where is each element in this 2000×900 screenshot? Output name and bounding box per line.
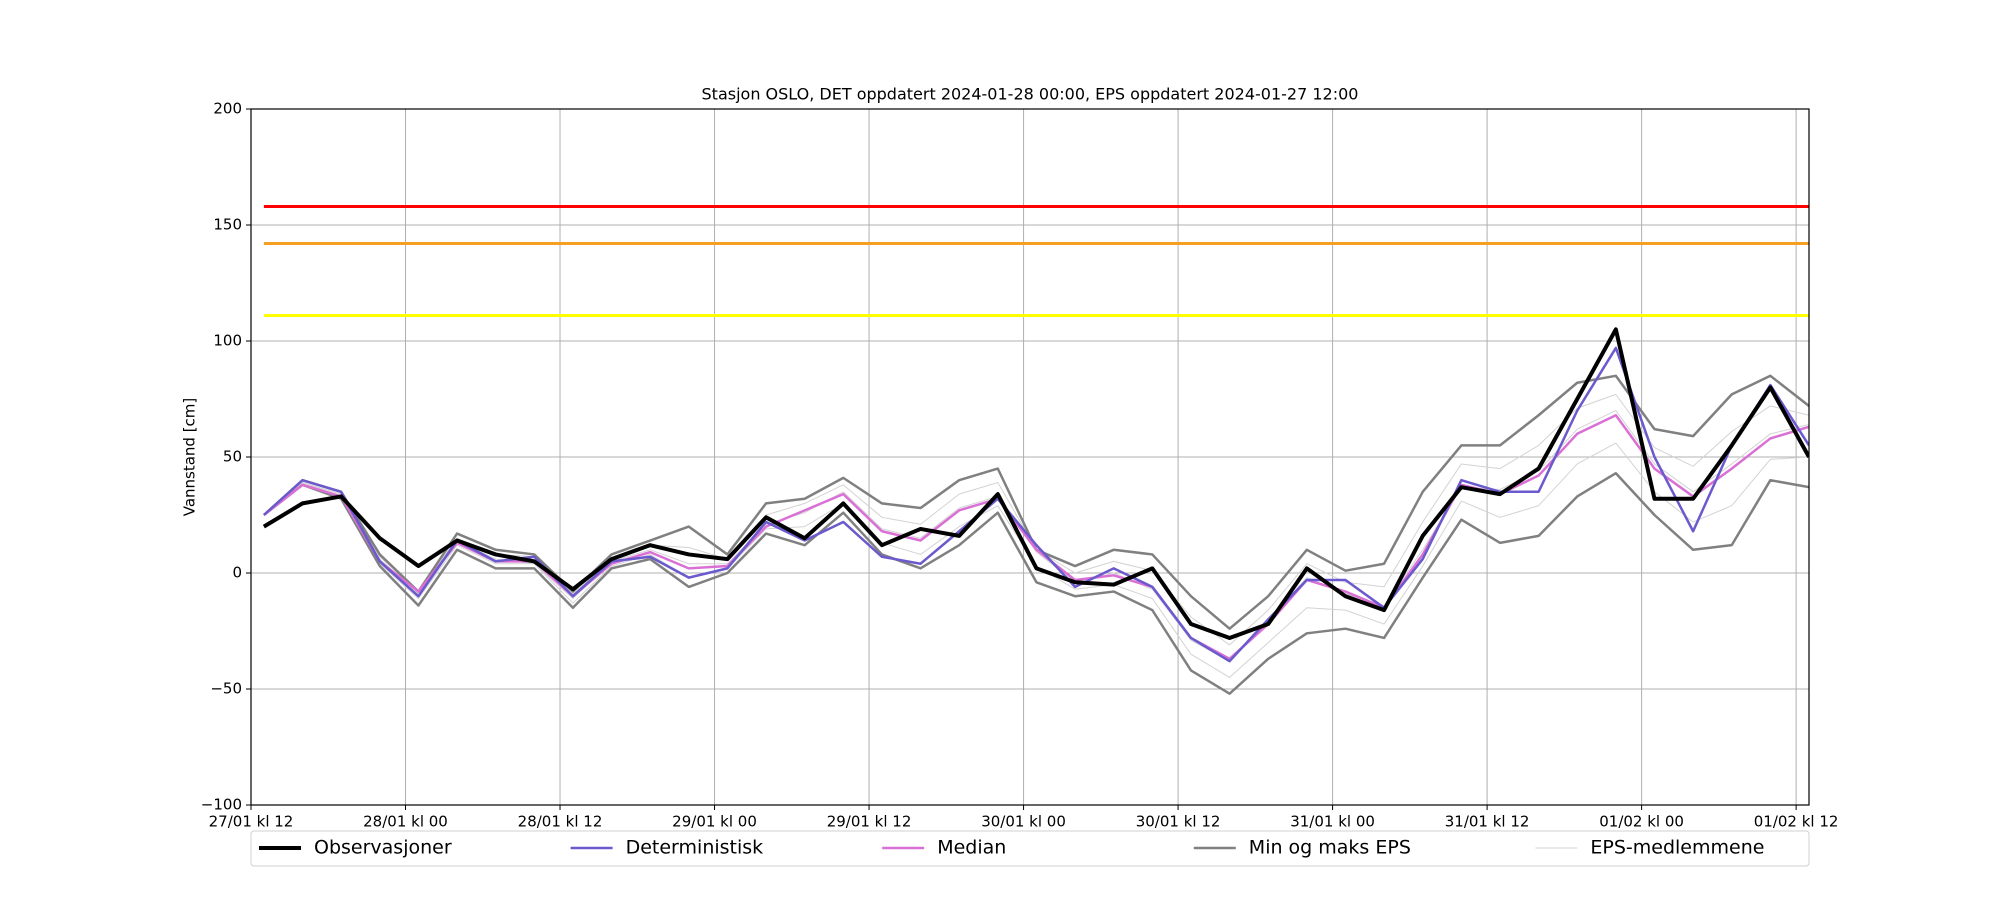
x-tick-label: 30/01 kl 00	[981, 813, 1066, 831]
y-tick-label: −50	[210, 680, 242, 698]
eps-min-line	[263, 471, 1809, 695]
x-tick-label: 29/01 kl 12	[827, 813, 912, 831]
y-tick-label: 200	[213, 100, 242, 118]
x-tick-label: 01/02 kl 00	[1599, 813, 1684, 831]
y-tick-label: 150	[213, 216, 242, 234]
y-tick-label: 0	[232, 564, 242, 582]
legend: Observasjoner Deterministisk Median Min og …	[250, 830, 1810, 867]
x-tick-label: 31/01 kl 00	[1290, 813, 1375, 831]
x-tick-label: 28/01 kl 00	[363, 813, 448, 831]
ticks: −100 −50 0 50 100 150 200 27/01 kl 12 28/01 kl 0…	[201, 100, 1839, 831]
plot-area	[262, 204, 1809, 695]
x-tick-label: 28/01 kl 12	[518, 813, 603, 831]
y-axis-label: Vannstand [cm]	[181, 398, 199, 517]
series-line	[263, 413, 1809, 661]
legend-label: Deterministisk	[626, 837, 764, 859]
x-tick-label: 27/01 kl 12	[209, 813, 294, 831]
legend-box	[250, 830, 1810, 867]
series-line	[262, 327, 1809, 640]
grid	[250, 108, 1809, 806]
legend-label: Median	[937, 837, 1006, 859]
x-tick-label: 01/02 kl 12	[1754, 813, 1839, 831]
y-tick-label: 50	[223, 448, 242, 466]
legend-label: Observasjoner	[314, 837, 452, 859]
y-tick-label: −100	[201, 796, 242, 814]
x-tick-label: 29/01 kl 00	[672, 813, 757, 831]
chart-title: Stasjon OSLO, DET oppdatert 2024-01-28 0…	[702, 85, 1359, 104]
x-tick-label: 31/01 kl 12	[1445, 813, 1530, 831]
x-tick-label: 30/01 kl 12	[1136, 813, 1221, 831]
legend-label: EPS-medlemmene	[1590, 837, 1764, 859]
y-tick-label: 100	[213, 332, 242, 350]
legend-label: Min og maks EPS	[1249, 837, 1411, 859]
